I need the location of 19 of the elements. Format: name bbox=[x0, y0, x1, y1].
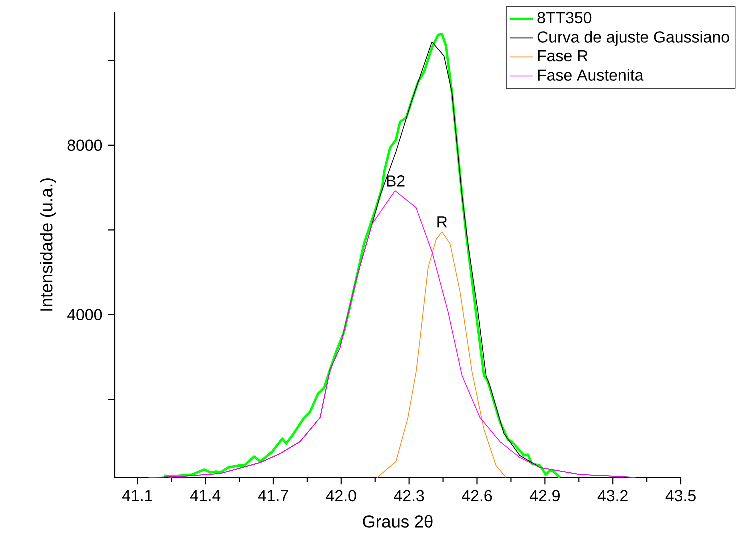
x-tick-label: 41.1 bbox=[122, 490, 152, 502]
x-axis-title: Graus 2θ bbox=[363, 515, 433, 528]
x-tick-label: 43.5 bbox=[666, 490, 696, 502]
legend-label: Curva de ajuste Gaussiano bbox=[538, 31, 730, 46]
y-tick-label: 4000 bbox=[68, 309, 102, 321]
x-tick-label: 43.2 bbox=[598, 490, 628, 502]
annotation: R bbox=[438, 216, 448, 228]
x-tick-label: 42.9 bbox=[530, 490, 560, 502]
legend-label: Fase Austenita bbox=[538, 69, 644, 81]
annotation: B2 bbox=[387, 176, 405, 187]
x-tick-label: 42.0 bbox=[326, 490, 356, 502]
legend-label: Fase R bbox=[538, 50, 588, 62]
x-tick-label: 41.4 bbox=[190, 490, 221, 502]
y-tick-label: 8000 bbox=[68, 140, 102, 152]
legend-label: 8TT350 bbox=[538, 12, 592, 24]
y-axis-title: Intensidade (u.a.) bbox=[40, 178, 56, 311]
x-tick-label: 41.7 bbox=[258, 490, 288, 502]
x-tick-label: 42.3 bbox=[394, 490, 424, 502]
x-tick-label: 42.6 bbox=[462, 490, 492, 502]
